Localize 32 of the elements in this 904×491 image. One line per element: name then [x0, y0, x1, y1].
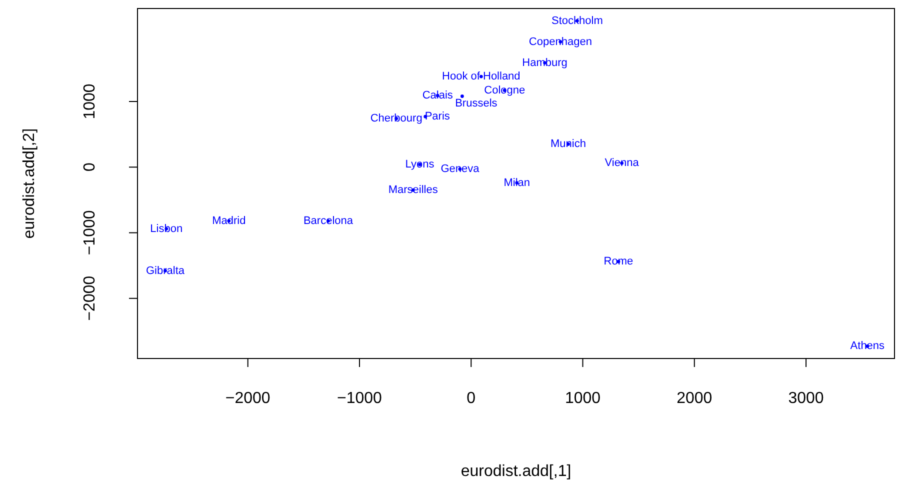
data-label: Gibralta [146, 264, 186, 277]
data-label: Calais [422, 90, 454, 102]
data-label: Paris [424, 110, 450, 123]
data-label: Vienna [604, 157, 640, 170]
data-label: Lisbon [150, 222, 183, 235]
data-label: Brussels [455, 97, 498, 110]
data-label: Munich [550, 138, 586, 150]
y-axis-title: eurodist.add[,2] [21, 128, 38, 239]
data-label: Cologne [484, 84, 526, 96]
data-label: Copenhagen [528, 36, 592, 48]
x-tick-label: 1000 [564, 390, 601, 408]
y-tick-label: 1000 [81, 84, 98, 120]
x-tick-label: −1000 [337, 390, 382, 408]
data-label: Hamburg [522, 56, 568, 69]
data-label: Lyons [405, 158, 435, 171]
data-label: Milan [504, 176, 530, 189]
data-label: Geneva [440, 163, 480, 176]
data-label: Athens [850, 340, 886, 352]
data-label: Hook of Holland [442, 70, 520, 83]
data-label: Cherbourg [370, 112, 422, 125]
y-tick-label: −1000 [81, 210, 98, 256]
data-label: Stockholm [551, 14, 603, 27]
data-label: Barcelona [303, 214, 354, 227]
x-tick-label: −2000 [225, 390, 270, 408]
x-axis-title: eurodist.add[,1] [460, 462, 572, 480]
y-tick-label: −2000 [81, 276, 98, 321]
x-tick-label: 3000 [788, 390, 824, 408]
data-label: Madrid [212, 214, 246, 227]
x-tick-label: 2000 [676, 390, 712, 408]
y-tick-label: 0 [81, 162, 98, 172]
x-tick-label: 0 [466, 390, 476, 408]
data-label: Marseilles [388, 184, 438, 196]
